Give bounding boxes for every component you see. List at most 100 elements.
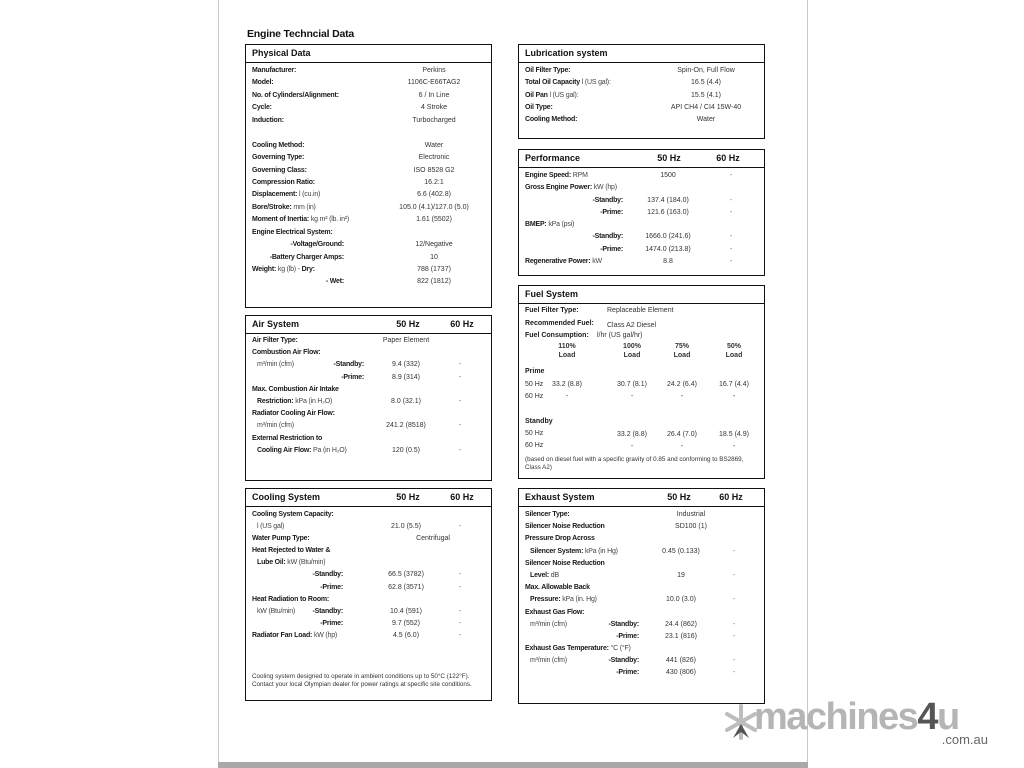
spec-label-text: Cooling System Capacity: (252, 511, 334, 518)
spec-value-60hz: - (458, 422, 462, 430)
spec-row: Bore/Stroke: mm (in) 105.0 (4.1)/127.0 (5… (246, 202, 491, 214)
standby-60hz-label: 60 Hz (525, 442, 544, 449)
spec-value-50hz: Spin-On, Full Flow (677, 67, 735, 74)
spec-label-text: Bore/Stroke: (252, 203, 292, 211)
spec-value-50hz: 822 (1812) (417, 278, 451, 286)
section-title: Physical Data (252, 48, 311, 58)
spec-label: Weight: kg (lb) - Dry: (252, 264, 315, 276)
spec-label-text: Level: (530, 571, 550, 579)
spec-value-50hz: 8.9 (314) (391, 373, 421, 381)
prime-50hz-label: 50 Hz (525, 381, 544, 388)
spec-value-50hz: 441 (826) (666, 657, 696, 665)
spec-row: No. of Cylinders/Alignment: 6 / In Line (246, 90, 491, 102)
spec-value-50hz: 21.0 (5.5) (391, 523, 421, 531)
exhaust-system-section: Exhaust System 50 Hz 60 Hz Silencer Type… (518, 488, 765, 704)
spec-row: m³/min (cfm) -Standby: 9.4 (332) - (246, 359, 491, 371)
spec-sublabel: -Standby: (312, 607, 344, 615)
spec-label: Pressure: kPa (in. Hg) (530, 594, 597, 606)
spec-row: -Prime: 430 (806) - (519, 667, 764, 679)
spec-row: Oil Filter Type: Spin-On, Full Flow (519, 65, 764, 77)
spec-value-50hz: 24.4 (862) (665, 620, 697, 628)
spec-unit: mm (in) (293, 203, 316, 211)
spec-row: Cooling System Capacity: (246, 509, 491, 521)
spec-row: Silencer Noise Reduction (519, 558, 764, 570)
spec-label: Model: (252, 77, 274, 89)
spec-unit: °C (°F) (610, 645, 631, 653)
load-column-header: 100% Load (623, 343, 641, 359)
spec-unit: kW (hp) (593, 184, 617, 192)
spec-row: Pressure: kPa (in. Hg) 10.0 (3.0) - (519, 594, 764, 606)
spec-label-text: Engine Electrical System: (252, 228, 333, 236)
spec-label-text: Combustion Air Flow: (252, 349, 321, 357)
spec-label: Exhaust Gas Flow: (525, 607, 584, 619)
spec-value-60hz: - (729, 196, 733, 204)
spec-value-50hz: 10.0 (3.0) (666, 596, 696, 604)
spec-label-suffix: Dry: (299, 266, 315, 273)
spec-label: Bore/Stroke: mm (in) (252, 202, 316, 214)
spec-value-50hz: 62.8 (3571) (388, 583, 424, 591)
spec-row: Level: dB 19 - (519, 570, 764, 582)
lubrication-system-section: Lubrication system Oil Filter Type: Spin-… (518, 44, 765, 139)
spec-label-text: No. of Cylinders/Alignment: (252, 91, 339, 99)
spec-row: Heat Rejected to Water & (246, 545, 491, 557)
spec-row: Oil Pan l (US gal): 15.5 (4.1) (519, 90, 764, 102)
spec-value-60hz: - (458, 373, 462, 381)
fuel-consumption-value: - (630, 443, 634, 450)
spec-unit: m³/min (cfm) (257, 361, 294, 369)
spec-row: Oil Type: API CH4 / CI4 15W-40 (519, 102, 764, 114)
spec-row: Displacement: l (cu.in) 6.6 (402.8) (246, 189, 491, 201)
spec-row: Max. Combustion Air Intake (246, 384, 491, 396)
spec-value-50hz: 788 (1737) (417, 266, 451, 273)
spec-row: m³/min (cfm) -Standby: 24.4 (862) - (519, 619, 764, 631)
spec-sublabel: -Prime: (600, 245, 623, 253)
machines4u-watermark: machines4u .com.au (724, 696, 994, 750)
spec-value-50hz: 105.0 (4.1)/127.0 (5.0) (399, 203, 469, 211)
spec-label: Silencer Noise Reduction (525, 558, 605, 570)
spec-label-text: Engine Speed: (525, 172, 572, 179)
spec-value-50hz: 0.45 (0.133) (662, 547, 700, 555)
spec-label: Lube Oil: kW (Btu/min) (257, 557, 326, 569)
spec-label: Silencer System: kPa (in Hg) (530, 546, 618, 558)
spec-row: Total Oil Capacity l (US gal): 16.5 (4.4) (519, 77, 764, 89)
spec-value-50hz: 1106C-E66TAG2 (407, 79, 461, 87)
spec-label: l (US gal) (257, 521, 284, 533)
spec-row: Manufacturer: Perkins (246, 65, 491, 77)
spec-row: -Prime: 1474.0 (213.8) - (519, 244, 764, 256)
spec-value-50hz: 6.6 (402.8) (417, 191, 451, 199)
spec-value-60hz: - (458, 446, 462, 454)
spec-label: Induction: (252, 115, 284, 127)
cooling-note: Cooling system designed to operate in am… (252, 673, 472, 688)
spec-value-50hz: 23.1 (816) (665, 632, 697, 640)
spec-label: Oil Filter Type: (525, 65, 570, 77)
spec-unit: kW (hp) (313, 631, 338, 639)
spec-row: Cooling Method: Water (519, 114, 764, 126)
spec-label-text: External Restriction to (252, 434, 323, 442)
spec-label: Oil Type: (525, 102, 553, 114)
spec-label: Compression Ratio: (252, 177, 315, 189)
cooling-system-section: Cooling System 50 Hz 60 Hz Cooling Syste… (245, 488, 492, 701)
recommended-fuel-value: Class A2 Diesel (607, 322, 657, 329)
spec-label-text: Restriction: (257, 397, 294, 405)
spec-sublabel: -Prime: (320, 619, 343, 627)
spec-label: Cycle: (252, 102, 272, 114)
spec-value-60hz: - (458, 397, 462, 405)
spec-row: Restriction: kPa (in H₂O) 8.0 (32.1) - (246, 396, 491, 408)
spec-row: Air Filter Type: Paper Element (246, 335, 491, 347)
spec-unit: kW (592, 258, 602, 266)
spec-label: Heat Rejected to Water & (252, 545, 330, 557)
spec-value-50hz: 9.7 (552) (391, 619, 421, 627)
spec-value-50hz: 8.8 (663, 258, 673, 266)
section-title: Air System (252, 319, 300, 329)
spec-label: Restriction: kPa (in H₂O) (257, 396, 332, 408)
watermark-brand: machines4u (754, 696, 960, 738)
spec-label: Max. Combustion Air Intake (252, 384, 339, 396)
spec-label-text: Max. Allowable Back (525, 584, 590, 592)
spec-label-text: Oil Type: (525, 103, 553, 111)
spec-label-text: Total Oil Capacity (525, 79, 581, 87)
fuel-consumption-unit: l/hr (US gal/hr) (597, 332, 643, 339)
spec-label: Max. Allowable Back (525, 582, 590, 594)
spec-value-50hz: 19 (677, 571, 685, 579)
spec-row: Exhaust Gas Temperature: °C (°F) (519, 643, 764, 655)
spec-unit: RPM (572, 172, 588, 179)
spec-label: Engine Electrical System: (252, 227, 333, 239)
